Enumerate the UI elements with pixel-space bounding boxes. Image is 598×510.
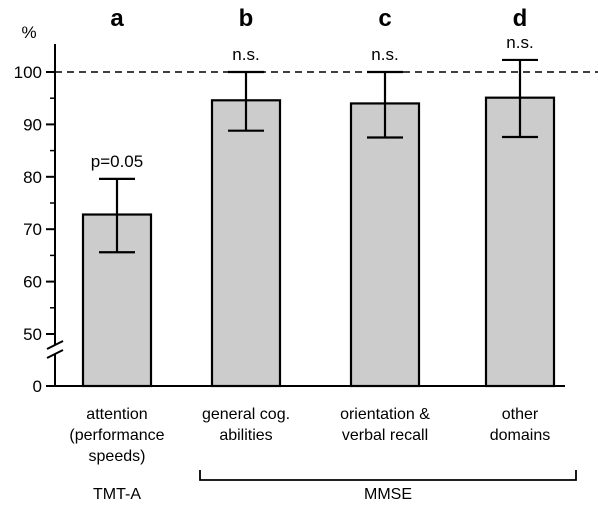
bar-c bbox=[349, 102, 421, 388]
category-label-a-line-3: speeds) bbox=[89, 448, 146, 465]
category-label-a-line-1: attention bbox=[86, 406, 147, 423]
labels-layer: a p=0.05 attention (performance speeds) b n.s.… bbox=[69, 5, 550, 465]
panel-letter-d: d bbox=[513, 5, 528, 32]
bar-d bbox=[484, 96, 556, 388]
significance-label-b: n.s. bbox=[232, 45, 259, 64]
category-label-d-line-1: other bbox=[502, 406, 539, 423]
y-axis: % 0 50 60 70 80 90 100 bbox=[14, 23, 565, 396]
group-bracket-1 bbox=[199, 470, 577, 481]
y-tick-label-0: 0 bbox=[33, 377, 42, 396]
groups-layer: TMT-A MMSE bbox=[93, 470, 577, 503]
axis-break-mark-2 bbox=[46, 349, 64, 359]
y-tick-label-100: 100 bbox=[14, 63, 42, 82]
panel-letter-c: c bbox=[378, 5, 391, 32]
significance-label-a: p=0.05 bbox=[91, 152, 143, 171]
y-unit-label: % bbox=[21, 23, 36, 42]
category-label-c-line-2: verbal recall bbox=[342, 427, 428, 444]
axis-break-mark-1 bbox=[46, 340, 64, 350]
group-label-0: TMT-A bbox=[93, 486, 141, 503]
y-tick-label-70: 70 bbox=[23, 220, 42, 239]
panel-letter-b: b bbox=[239, 5, 254, 32]
category-label-c-line-1: orientation & bbox=[340, 406, 430, 423]
category-label-b-line-2: abilities bbox=[219, 427, 272, 444]
category-label-a-line-2: (performance bbox=[69, 427, 164, 444]
significance-label-c: n.s. bbox=[371, 45, 398, 64]
y-tick-label-50: 50 bbox=[23, 325, 42, 344]
panel-letter-a: a bbox=[110, 5, 124, 32]
y-tick-label-90: 90 bbox=[23, 115, 42, 134]
group-label-1: MMSE bbox=[364, 486, 412, 503]
significance-label-d: n.s. bbox=[506, 33, 533, 52]
bar-b bbox=[210, 99, 282, 388]
bars-layer bbox=[81, 58, 556, 388]
y-tick-label-80: 80 bbox=[23, 168, 42, 187]
category-label-b-line-1: general cog. bbox=[202, 406, 290, 423]
category-label-d-line-2: domains bbox=[490, 427, 550, 444]
y-tick-label-60: 60 bbox=[23, 273, 42, 292]
